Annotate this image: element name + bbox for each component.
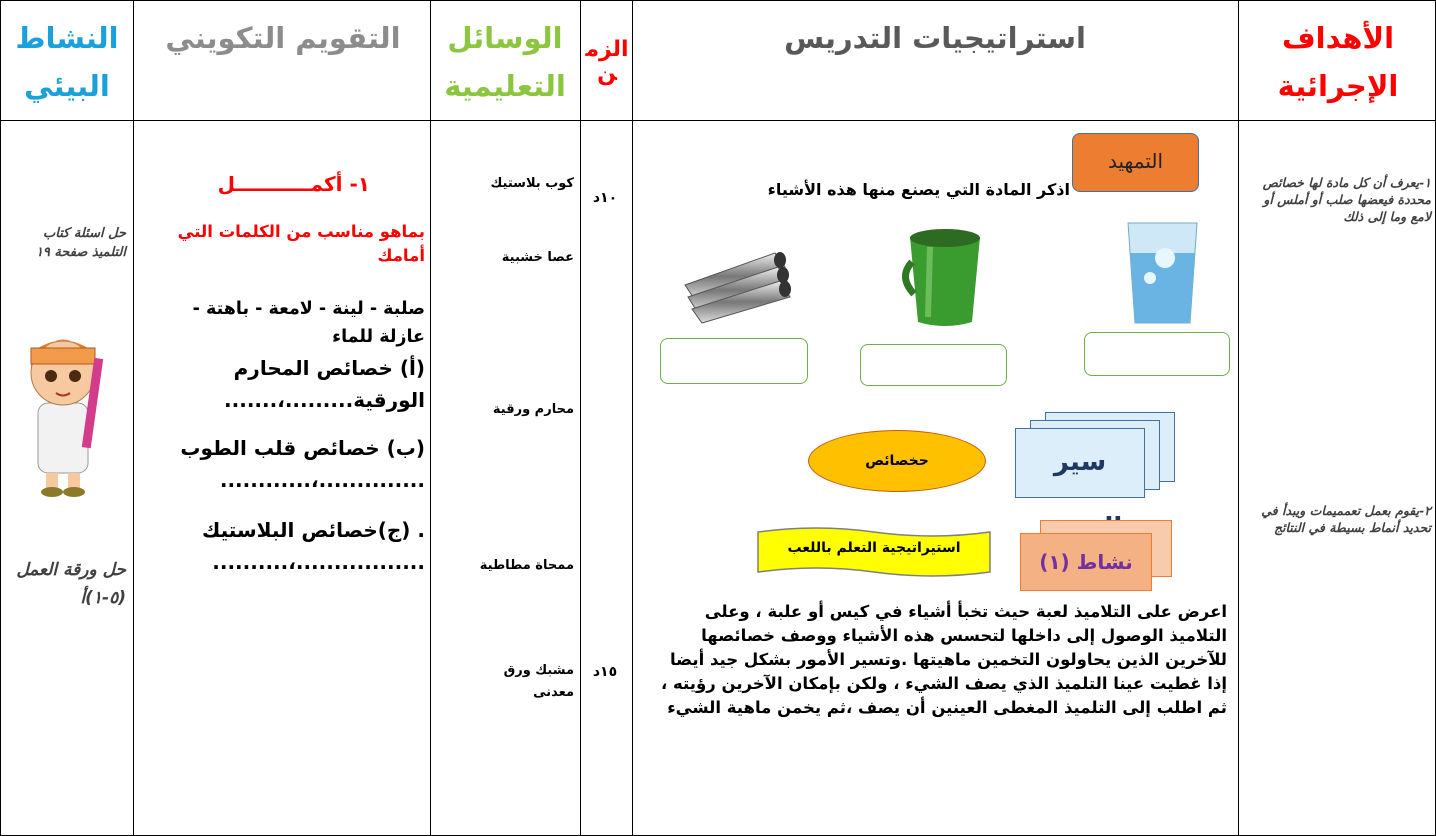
- tool: ممحاة مطاطية: [479, 558, 574, 573]
- lesson-label: سير الدرس: [1015, 428, 1145, 543]
- eval-instruction: بماهو مناسب من الكلمات التي أمامك: [177, 222, 425, 265]
- answer-box: [660, 338, 808, 384]
- col-line: [632, 0, 633, 836]
- header: استراتيجيات التدريس: [784, 21, 1086, 55]
- tool: عصا خشبية: [501, 250, 574, 265]
- tool: محارم ورقية: [492, 402, 574, 417]
- intro-text: اذكر المادة التي يصنع منها هذه الأشياء: [767, 180, 1070, 199]
- eval-words: صلبة - لينة - لامعة - باهتة - عازلة للما…: [192, 299, 425, 347]
- properties-label: حخصائص: [808, 430, 986, 492]
- eval-item: (ب) خصائص قلب الطوب ..............،.....…: [180, 436, 425, 492]
- tool: مشبك ورق معدنى: [503, 663, 574, 700]
- answer-box: [1084, 332, 1230, 376]
- eval-title: ١- أكمـــــــــــل: [217, 172, 370, 196]
- eval-item: (أ) خصائص المحارم الورقية.........،.....…: [224, 356, 425, 412]
- activity-text: اعرض على التلاميذ لعبة حيث تخبأ أشياء في…: [661, 602, 1227, 717]
- time: ١٠د: [592, 190, 618, 206]
- col-line: [133, 0, 134, 836]
- header: الزمن: [585, 37, 629, 86]
- strategy-banner: [757, 527, 991, 577]
- col-line: [1238, 0, 1239, 836]
- header-rule: [0, 120, 1436, 121]
- header: التقويم التكويني: [165, 21, 401, 55]
- col-line: [430, 0, 431, 836]
- intro-label: التمهيد: [1072, 133, 1199, 192]
- objective: ١-يعرف أن كل مادة لها خصائص محددة فيعضها…: [1262, 175, 1431, 224]
- cup-image: [902, 229, 980, 326]
- objective: ٢-يقوم بعمل تعمميمات ويبدأ في تحديد أنما…: [1261, 503, 1431, 535]
- header: الأهداف الإجرائية: [1277, 21, 1399, 103]
- tool: كوب بلاستيك: [490, 176, 574, 191]
- header: النشاط البيئي: [15, 21, 119, 103]
- pipes-image: [684, 252, 791, 324]
- eval-item: . (ج)خصائص البلاستيك .................،.…: [202, 518, 425, 574]
- environment-text: حل اسئلة كتاب التلميذ صفحة ١٩: [35, 226, 126, 260]
- strategy-label: استيراتيجية التعلم باللعب: [787, 540, 961, 556]
- header: الوسائل التعليمية: [444, 21, 566, 103]
- boy-image: [30, 339, 104, 497]
- activity-label: نشاط (١): [1020, 533, 1152, 591]
- answer-box: [860, 344, 1007, 386]
- col-line: [580, 0, 581, 836]
- time: ١٥د: [592, 664, 618, 680]
- environment-text: حل ورقة العمل (٥-١)أ: [16, 560, 126, 608]
- glass-image: [1127, 222, 1198, 324]
